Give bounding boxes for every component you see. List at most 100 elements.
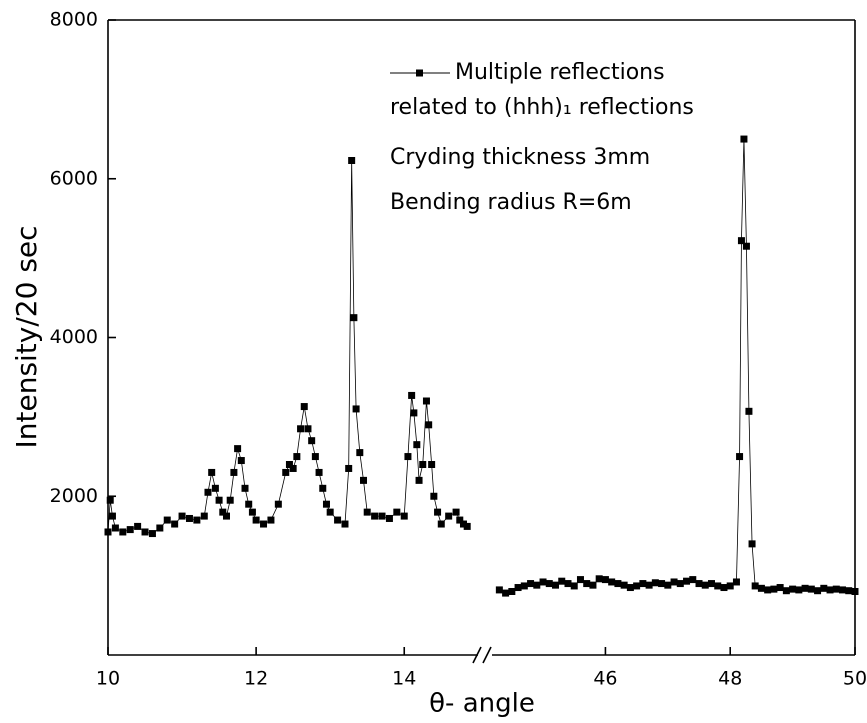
data-point [208, 468, 216, 476]
data-point [651, 579, 659, 587]
data-point [576, 576, 584, 584]
data-point [300, 403, 308, 411]
data-point [782, 587, 790, 595]
legend-label: Multiple reflections [455, 60, 665, 85]
data-point [185, 514, 193, 522]
data-point [315, 468, 323, 476]
x-axis-label: θ- angle [429, 689, 535, 719]
data-point [106, 496, 114, 504]
data-point [583, 580, 591, 588]
data-point [459, 520, 467, 528]
data-point [764, 586, 772, 594]
data-point [826, 586, 834, 594]
data-point [282, 468, 290, 476]
data-point [452, 508, 460, 516]
data-point [134, 522, 142, 530]
x-tick-label: 50 [843, 668, 867, 690]
data-point [348, 156, 356, 164]
y-tick-label: 4000 [50, 326, 98, 348]
y-axis-label: Intensity/20 sec [10, 225, 43, 448]
data-point [502, 589, 510, 597]
data-point [393, 508, 401, 516]
data-point [801, 584, 809, 592]
data-point [148, 530, 156, 538]
data-point [751, 582, 759, 590]
annotation: Cryding thickness 3mm [390, 145, 650, 170]
data-point [851, 588, 859, 595]
data-point [601, 576, 609, 584]
data-point [645, 581, 653, 589]
data-point [226, 496, 234, 504]
data-point [664, 581, 672, 589]
data-point [285, 461, 293, 468]
data-point [463, 522, 471, 530]
data-point [237, 457, 245, 465]
data-point [419, 461, 427, 468]
data-point [789, 585, 797, 593]
data-point [200, 512, 208, 520]
data-point [178, 512, 186, 520]
data-point [539, 578, 547, 586]
data-point [558, 577, 566, 585]
data-point [371, 512, 379, 520]
data-point [839, 586, 847, 594]
data-point [341, 520, 349, 528]
data-point [714, 582, 722, 590]
data-point [745, 407, 753, 415]
data-point [425, 421, 433, 429]
data-point [456, 516, 464, 524]
x-tick-label: 10 [96, 668, 120, 690]
data-point [360, 476, 368, 484]
data-point [410, 409, 418, 417]
data-point [626, 584, 634, 592]
data-point [378, 512, 386, 520]
data-point [726, 582, 734, 590]
data-point [234, 445, 242, 453]
data-point [171, 520, 179, 528]
data-point [193, 516, 201, 524]
data-point [533, 581, 541, 589]
data-point [245, 500, 253, 508]
legend-marker [416, 69, 423, 77]
x-tick-label: 46 [593, 668, 617, 690]
data-point [495, 586, 503, 594]
data-point [795, 586, 803, 594]
data-point [400, 512, 408, 520]
data-point [742, 242, 750, 250]
data-point [701, 581, 709, 589]
data-point [308, 437, 316, 445]
data-point [608, 578, 616, 586]
data-point [352, 405, 360, 413]
data-point [141, 528, 149, 536]
data-point [126, 526, 134, 534]
data-point [345, 464, 353, 472]
data-point [334, 516, 342, 524]
data-point [222, 512, 230, 520]
data-point [737, 237, 745, 245]
data-point [445, 512, 453, 520]
data-point [658, 580, 666, 588]
data-point [322, 500, 330, 508]
data-point [363, 508, 371, 516]
annotation: related to (hhh)₁ reflections [390, 95, 694, 120]
data-point [304, 425, 312, 433]
data-point [732, 578, 740, 586]
data-point [267, 516, 275, 524]
data-point [639, 580, 647, 588]
data-point [422, 397, 430, 405]
data-point [552, 581, 560, 589]
data-point [230, 468, 238, 476]
data-point [683, 577, 691, 585]
data-point [163, 516, 171, 524]
data-point [415, 476, 423, 484]
data-point [740, 135, 748, 143]
data-point [326, 508, 334, 516]
data-point [274, 500, 282, 508]
data-point [408, 391, 416, 399]
axis-break [472, 646, 482, 664]
data-point [430, 492, 438, 500]
x-tick-label: 12 [244, 668, 268, 690]
data-point [248, 508, 256, 516]
data-point [385, 514, 393, 522]
